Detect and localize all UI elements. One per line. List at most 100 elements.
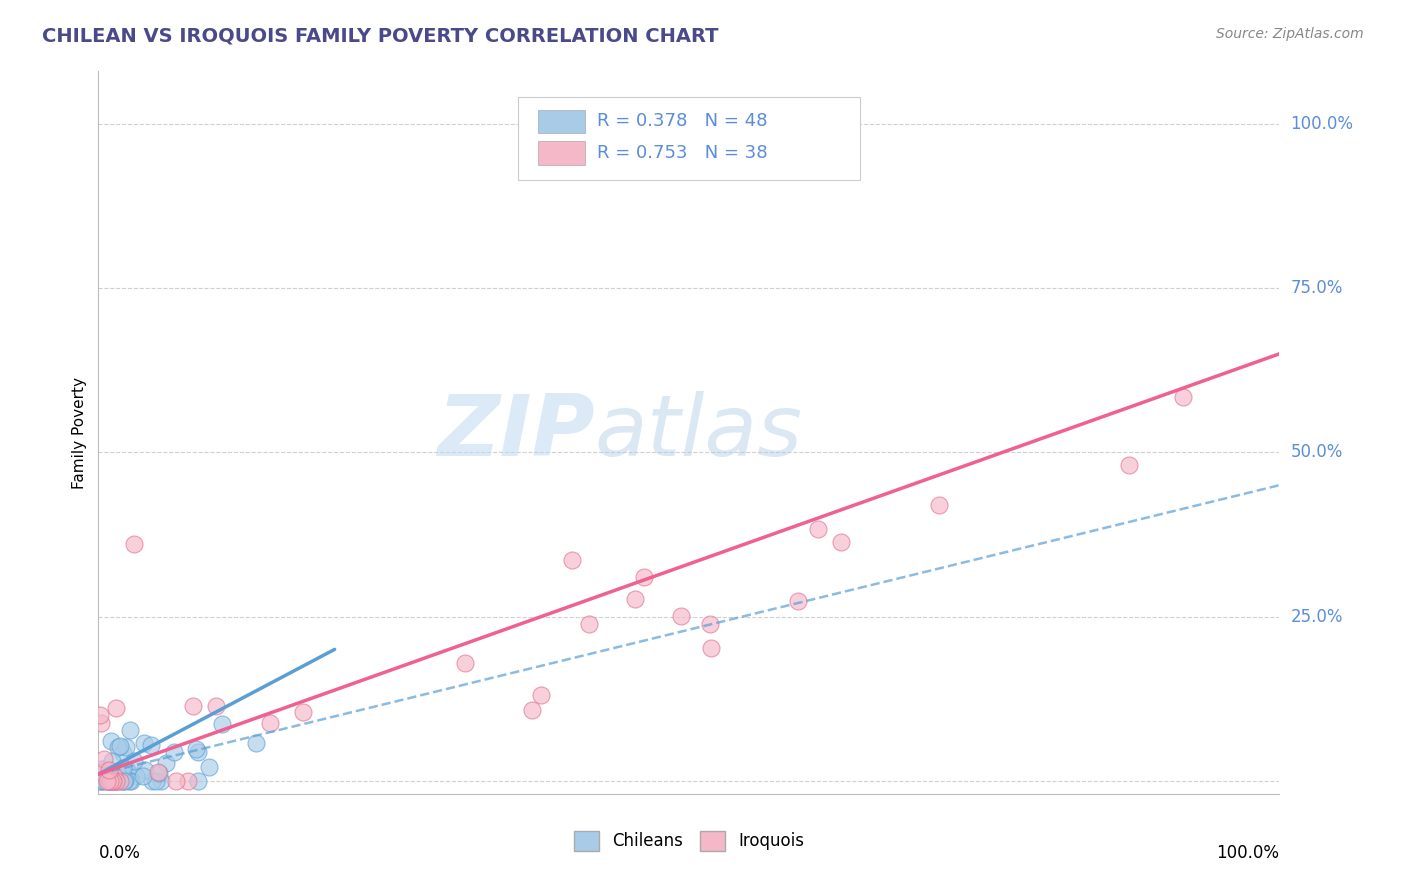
Point bbox=[107, 740, 129, 755]
FancyBboxPatch shape bbox=[517, 96, 860, 180]
Point bbox=[112, 746, 135, 760]
Point bbox=[134, 763, 156, 777]
Point bbox=[90, 716, 112, 731]
Point bbox=[205, 698, 228, 713]
Point bbox=[807, 522, 830, 536]
Point bbox=[112, 761, 135, 775]
Point bbox=[105, 764, 128, 778]
Point bbox=[103, 773, 125, 788]
Point bbox=[134, 735, 156, 749]
Text: 75.0%: 75.0% bbox=[1291, 279, 1343, 297]
Point bbox=[699, 641, 721, 656]
Point bbox=[139, 738, 162, 752]
Point bbox=[93, 752, 115, 766]
Point bbox=[830, 534, 852, 549]
Point bbox=[98, 773, 121, 788]
Point bbox=[101, 773, 124, 788]
Point bbox=[115, 740, 138, 755]
Point bbox=[131, 769, 153, 783]
FancyBboxPatch shape bbox=[537, 110, 585, 133]
Point bbox=[90, 773, 112, 788]
Point bbox=[529, 688, 551, 702]
Text: R = 0.753   N = 38: R = 0.753 N = 38 bbox=[596, 144, 768, 162]
Point bbox=[101, 773, 124, 788]
Point bbox=[89, 773, 111, 788]
Point bbox=[259, 715, 281, 730]
Point bbox=[150, 773, 173, 788]
Point bbox=[186, 742, 208, 756]
Point bbox=[699, 616, 721, 631]
Point bbox=[520, 702, 543, 716]
Point bbox=[148, 766, 170, 780]
Point bbox=[97, 773, 120, 788]
Point bbox=[93, 773, 115, 788]
Point bbox=[1118, 458, 1140, 472]
Point bbox=[198, 760, 221, 774]
Point bbox=[624, 592, 647, 607]
Point bbox=[90, 773, 112, 788]
Text: 100.0%: 100.0% bbox=[1216, 845, 1279, 863]
Point bbox=[120, 723, 142, 738]
Point bbox=[114, 773, 136, 788]
Point bbox=[97, 770, 120, 784]
Point bbox=[122, 537, 145, 551]
Point bbox=[107, 773, 129, 788]
Point bbox=[245, 736, 267, 750]
Point bbox=[101, 773, 124, 788]
Point bbox=[110, 739, 132, 754]
Point bbox=[786, 594, 808, 608]
Point bbox=[187, 745, 209, 759]
Point bbox=[103, 769, 125, 783]
Point bbox=[90, 762, 112, 776]
Point bbox=[162, 745, 184, 759]
Point bbox=[125, 768, 148, 782]
Point bbox=[100, 733, 122, 747]
Point bbox=[112, 773, 135, 788]
Point bbox=[1173, 391, 1195, 405]
Point bbox=[181, 699, 204, 714]
Text: R = 0.378   N = 48: R = 0.378 N = 48 bbox=[596, 112, 768, 130]
Text: CHILEAN VS IROQUOIS FAMILY POVERTY CORRELATION CHART: CHILEAN VS IROQUOIS FAMILY POVERTY CORRE… bbox=[42, 27, 718, 45]
Text: 25.0%: 25.0% bbox=[1291, 607, 1343, 625]
Text: 100.0%: 100.0% bbox=[1291, 115, 1354, 133]
Point bbox=[176, 773, 198, 788]
Point bbox=[104, 701, 127, 715]
Point bbox=[122, 754, 145, 768]
Point bbox=[115, 764, 138, 778]
Point bbox=[291, 705, 314, 719]
Text: 0.0%: 0.0% bbox=[98, 845, 141, 863]
Point bbox=[89, 708, 111, 723]
Point bbox=[118, 773, 141, 788]
Point bbox=[100, 754, 122, 768]
Point bbox=[211, 716, 233, 731]
Text: ZIP: ZIP bbox=[437, 391, 595, 475]
Point bbox=[454, 656, 477, 670]
Point bbox=[105, 773, 128, 788]
Point bbox=[104, 773, 127, 788]
Point bbox=[669, 609, 692, 624]
Point bbox=[155, 756, 177, 770]
Point bbox=[148, 764, 170, 779]
Point bbox=[97, 773, 120, 788]
Point bbox=[98, 764, 121, 778]
Point bbox=[578, 616, 600, 631]
Point bbox=[111, 773, 134, 788]
Point bbox=[115, 763, 138, 777]
Point bbox=[928, 498, 950, 512]
Point bbox=[90, 765, 112, 780]
Point bbox=[187, 773, 209, 788]
Point bbox=[96, 773, 118, 788]
Text: Source: ZipAtlas.com: Source: ZipAtlas.com bbox=[1216, 27, 1364, 41]
Point bbox=[145, 773, 167, 788]
Legend: Chileans, Iroquois: Chileans, Iroquois bbox=[567, 824, 811, 858]
Point bbox=[120, 773, 142, 788]
Point bbox=[165, 773, 187, 788]
Point bbox=[98, 773, 121, 788]
Point bbox=[107, 772, 129, 787]
Text: atlas: atlas bbox=[595, 391, 803, 475]
Point bbox=[561, 553, 583, 567]
Text: 50.0%: 50.0% bbox=[1291, 443, 1343, 461]
Point bbox=[633, 570, 655, 584]
Y-axis label: Family Poverty: Family Poverty bbox=[72, 376, 87, 489]
Point bbox=[108, 773, 131, 788]
